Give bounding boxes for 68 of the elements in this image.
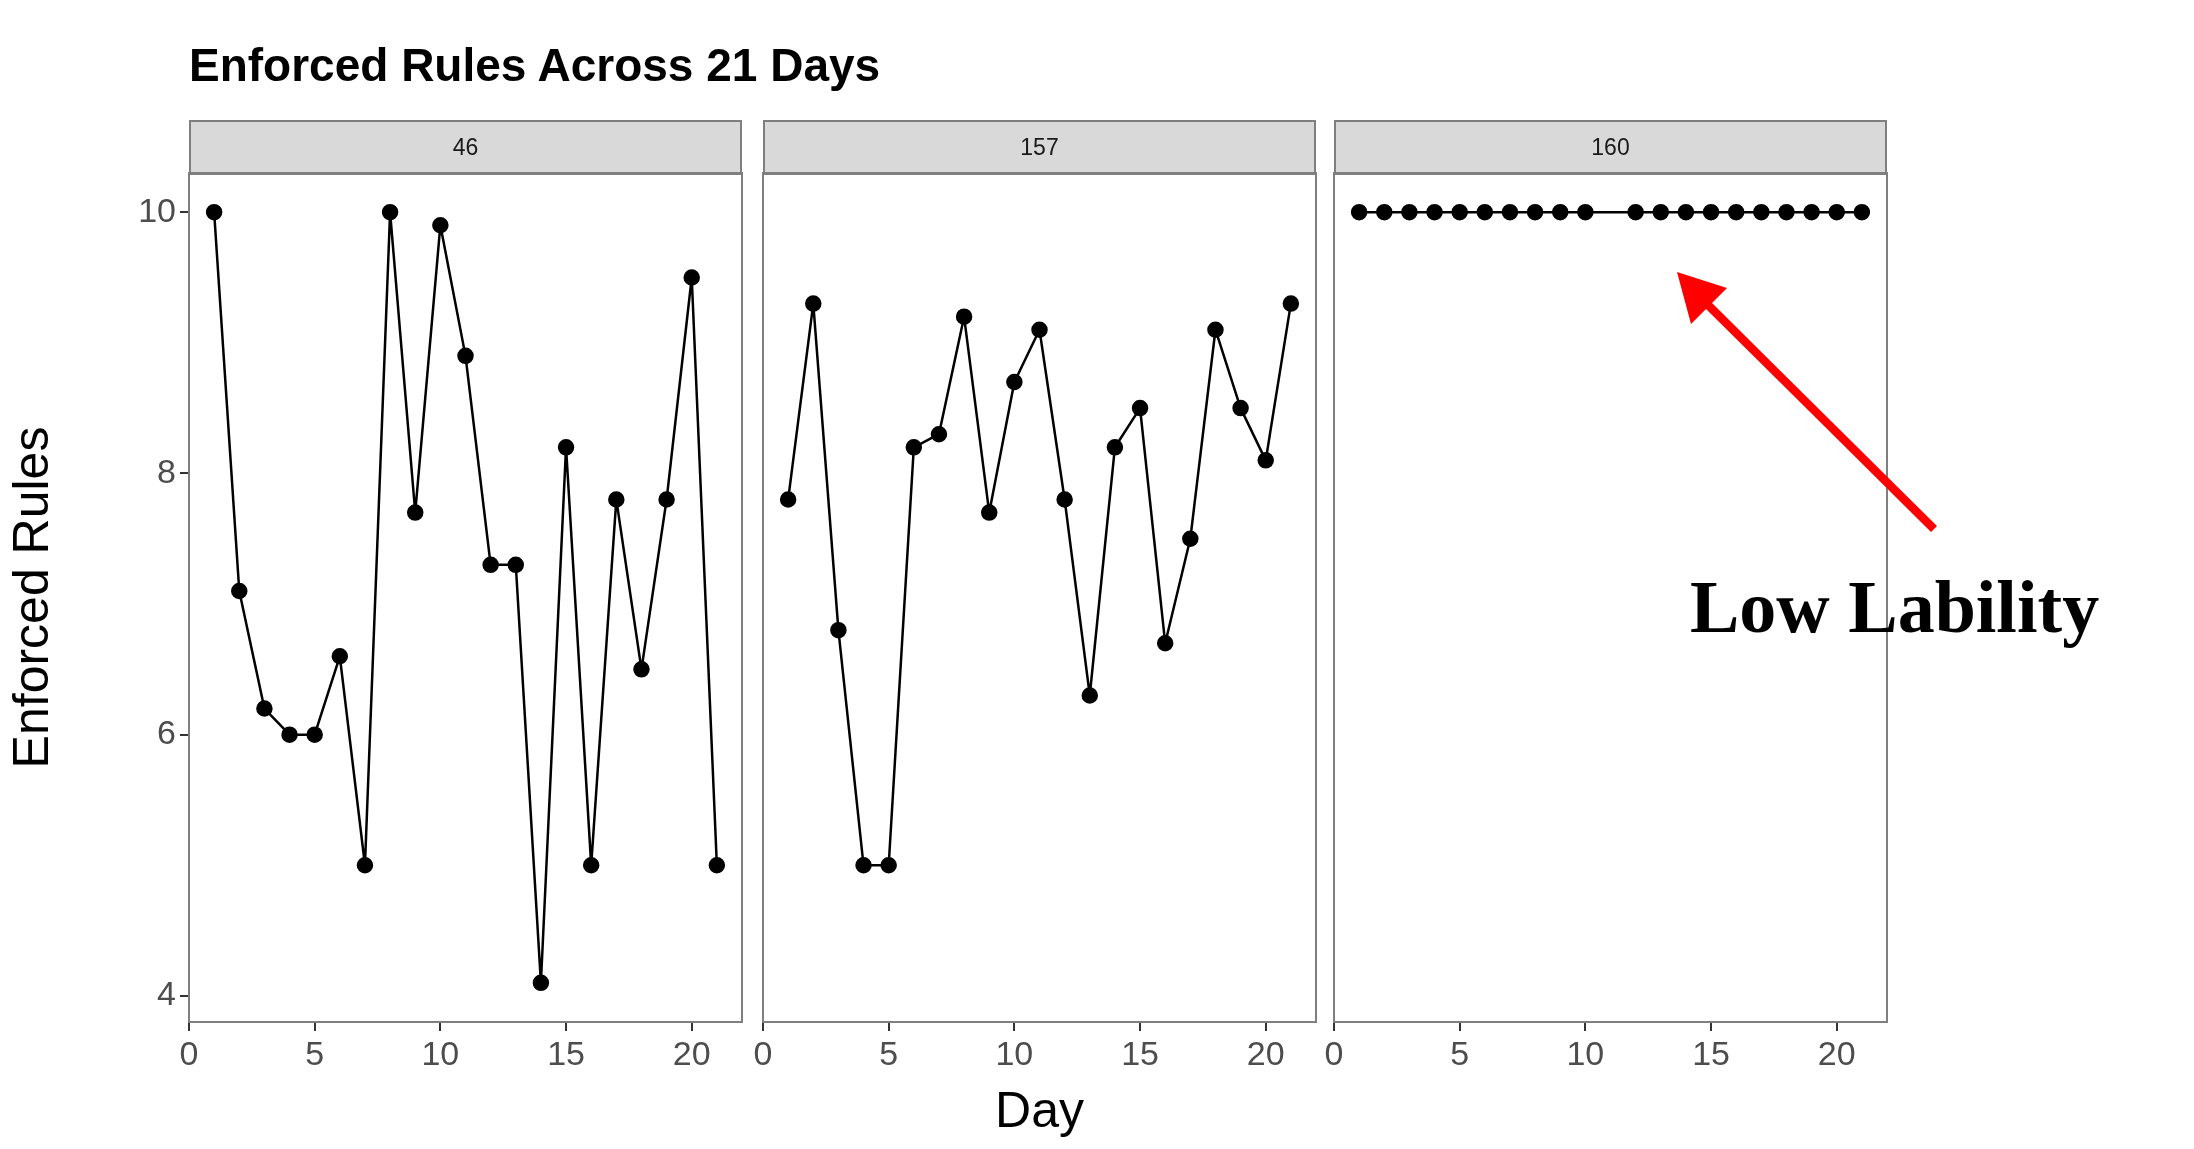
x-tick-label: 0 (1324, 1033, 1344, 1072)
point (633, 661, 650, 678)
x-tick-label: 20 (1817, 1033, 1856, 1072)
point (1156, 634, 1174, 652)
point (507, 556, 525, 574)
point (905, 439, 923, 456)
x-tick-label: 10 (995, 1033, 1034, 1072)
point (708, 857, 726, 874)
y-axis-title: Enforced Rules (2, 426, 59, 769)
point (281, 726, 298, 743)
y-tick-label: 8 (157, 451, 176, 490)
x-tick-label: 15 (547, 1033, 585, 1072)
chart-title: Enforced Rules Across 21 Days (189, 38, 881, 92)
point (658, 491, 675, 508)
facet-strip: 46 (189, 120, 742, 175)
point (880, 857, 897, 874)
point (381, 203, 399, 221)
y-tick-label: 6 (157, 713, 176, 752)
point (955, 308, 973, 325)
point (1106, 439, 1124, 456)
point (205, 203, 223, 221)
point (608, 491, 625, 508)
x-tick-label: 5 (305, 1033, 325, 1072)
point (306, 726, 323, 743)
x-tick-label: 0 (179, 1033, 199, 1072)
point (231, 582, 248, 600)
x-tick-label: 15 (1692, 1033, 1730, 1072)
point (1031, 321, 1048, 338)
point (855, 857, 872, 874)
x-tick-label: 20 (1246, 1033, 1285, 1072)
x-tick-label: 5 (879, 1033, 899, 1072)
point (805, 295, 822, 312)
point (331, 648, 349, 665)
x-tick-label: 0 (753, 1033, 773, 1072)
point (406, 504, 424, 521)
point (930, 425, 948, 443)
point (532, 974, 550, 992)
x-tick-label: 15 (1121, 1033, 1159, 1072)
x-tick-label: 10 (1566, 1033, 1605, 1072)
point (482, 556, 499, 574)
x-tick-label: 5 (1450, 1033, 1470, 1072)
point (457, 347, 474, 365)
facet-strip: 157 (763, 120, 1316, 175)
point (683, 269, 700, 286)
point (1207, 321, 1224, 338)
point (432, 217, 449, 234)
point (1232, 399, 1249, 417)
point (1282, 295, 1300, 312)
point (830, 621, 847, 639)
y-tick-label: 4 (157, 974, 176, 1013)
point (582, 857, 600, 874)
y-tick-label: 10 (138, 190, 176, 229)
point (980, 504, 998, 521)
point (1257, 452, 1274, 469)
point (356, 857, 374, 874)
point (779, 491, 797, 508)
facet-strip: 160 (1334, 120, 1887, 175)
annotation: Low Lability (1690, 565, 2100, 650)
point (1182, 530, 1199, 547)
point (557, 439, 575, 456)
x-tick-label: 20 (672, 1033, 711, 1072)
point (1081, 687, 1099, 704)
x-axis-title: Day (995, 1081, 1084, 1138)
point (1006, 373, 1023, 391)
point (1056, 491, 1073, 508)
point (1131, 399, 1149, 417)
point (256, 700, 273, 717)
x-tick-label: 10 (421, 1033, 460, 1072)
